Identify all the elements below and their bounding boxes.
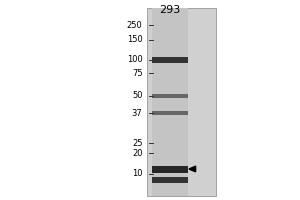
Text: 100: 100	[127, 55, 142, 64]
Text: 293: 293	[159, 5, 180, 15]
Text: 37: 37	[132, 108, 142, 117]
Bar	[152, 57, 188, 63]
Polygon shape	[189, 166, 196, 172]
Bar	[152, 177, 188, 183]
Bar	[152, 111, 188, 115]
Text: 50: 50	[132, 92, 142, 100]
Bar	[152, 165, 188, 172]
Text: 150: 150	[127, 36, 142, 45]
Text: 20: 20	[132, 148, 142, 158]
Bar	[147, 8, 216, 196]
Bar	[152, 8, 188, 196]
Text: 25: 25	[132, 138, 142, 148]
Text: 10: 10	[132, 170, 142, 178]
Bar	[152, 94, 188, 98]
Text: 75: 75	[132, 68, 142, 77]
Text: 250: 250	[127, 21, 142, 29]
